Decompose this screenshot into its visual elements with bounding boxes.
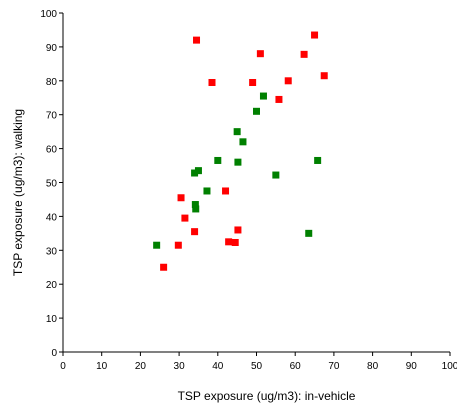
y-tick-label: 30 [46,246,58,257]
x-tick-label: 70 [328,361,340,372]
x-tick-label: 90 [406,361,418,372]
data-point [259,92,267,100]
data-point [249,78,257,86]
y-tick-label: 100 [40,9,57,20]
data-point [233,128,241,136]
data-point [191,201,199,209]
data-point [275,95,283,103]
data-point [191,228,199,236]
data-point [320,72,328,80]
data-point [222,187,230,195]
data-point [214,156,222,164]
x-tick-label: 30 [174,361,186,372]
data-point [225,238,233,246]
x-axis-ticks: 0 10 20 30 40 50 60 70 80 90 100 [60,352,457,372]
data-point [234,158,242,166]
data-point [174,241,182,249]
x-tick-label: 50 [251,361,263,372]
x-tick-label: 0 [60,361,66,372]
data-point [314,156,322,164]
data-point [239,138,247,146]
data-point [256,50,264,58]
y-tick-label: 20 [46,280,58,291]
x-tick-label: 100 [442,361,457,372]
data-point [272,171,280,179]
axes [62,13,450,353]
data-point [203,187,211,195]
y-axis-title: TSP exposure (ug/m3): walking [11,109,25,276]
data-point [300,50,308,58]
data-point [253,107,260,115]
data-point [160,263,168,271]
data-point [305,229,313,237]
data-point [194,167,202,175]
y-tick-label: 60 [46,145,58,156]
y-tick-label: 10 [46,314,58,325]
x-tick-label: 60 [290,361,302,372]
x-tick-label: 40 [212,361,224,372]
x-tick-label: 20 [135,361,147,372]
data-point [311,31,319,39]
x-tick-label: 10 [96,361,108,372]
data-point [231,239,239,247]
data-point [177,194,185,202]
data-point [181,214,189,222]
data-point [284,77,292,85]
y-tick-label: 80 [46,77,58,88]
data-point [191,169,199,177]
y-tick-label: 0 [51,348,57,359]
y-tick-label: 90 [46,43,58,54]
data-point [234,226,242,234]
data-points [153,31,328,271]
y-tick-label: 40 [46,212,58,223]
data-point [153,241,161,249]
x-tick-label: 80 [367,361,379,372]
data-point [208,78,216,86]
y-tick-label: 70 [46,111,58,122]
data-point [193,36,201,44]
x-axis-title: TSP exposure (ug/m3): in-vehicle [178,389,356,403]
y-axis-ticks: 0 10 20 30 40 50 60 70 80 90 100 [40,9,63,359]
y-tick-label: 50 [46,179,58,190]
data-point [192,205,200,213]
